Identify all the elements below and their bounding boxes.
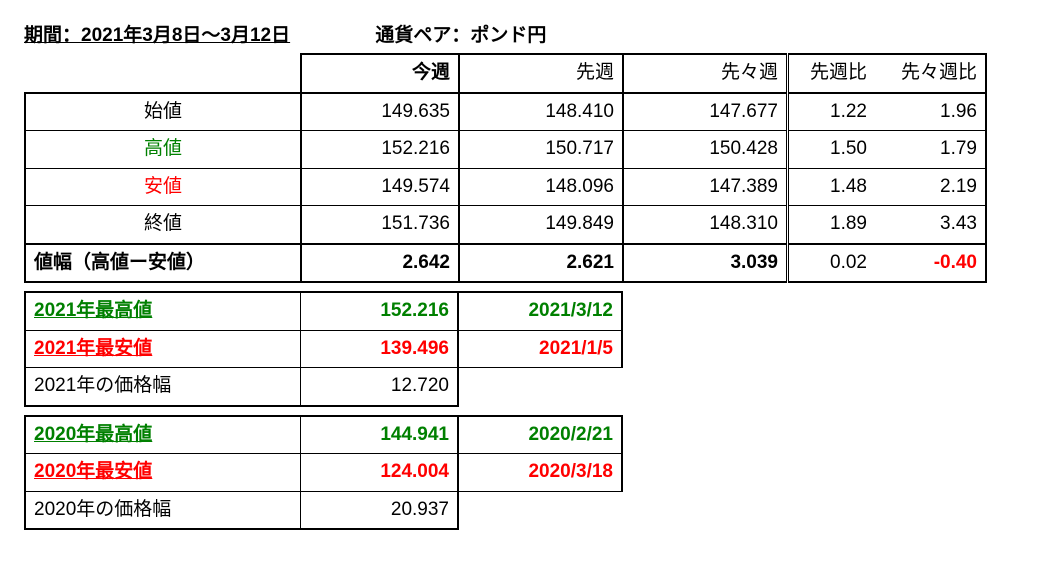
open-diff1: 1.22	[788, 93, 876, 131]
low-weekbefore: 147.389	[623, 168, 788, 206]
high-thisweek: 152.216	[301, 131, 459, 169]
lbl-2020-high: 2020年最高値	[25, 416, 301, 454]
row-2020-width: 2020年の価格幅 20.937	[25, 491, 622, 529]
date-2021-low: 2021/1/5	[458, 330, 622, 368]
lbl-2020-low: 2020年最安値	[25, 454, 301, 492]
title-row: 期間：2021年3月8日～3月12日 通貨ペア：ポンド円	[24, 20, 1026, 47]
rowlabel-close: 終値	[25, 206, 301, 244]
high-diff1: 1.50	[788, 131, 876, 169]
high-weekbefore: 150.428	[623, 131, 788, 169]
low-diff1: 1.48	[788, 168, 876, 206]
val-2020-low: 124.004	[301, 454, 459, 492]
range-label: 値幅（高値ー安値）	[25, 244, 301, 283]
range-thisweek: 2.642	[301, 244, 459, 283]
open-weekbefore: 147.677	[623, 93, 788, 131]
val-2020-width: 20.937	[301, 491, 459, 529]
low-lastweek: 148.096	[459, 168, 623, 206]
row-2021-low: 2021年最安値 139.496 2021/1/5	[25, 330, 622, 368]
lbl-2021-high: 2021年最高値	[25, 292, 301, 330]
row-low: 安値 149.574 148.096 147.389 1.48 2.19	[25, 168, 986, 206]
title-pair: 通貨ペア：ポンド円	[375, 25, 546, 46]
close-weekbefore: 148.310	[623, 206, 788, 244]
open-lastweek: 148.410	[459, 93, 623, 131]
summary-2020: 2020年最高値 144.941 2020/2/21 2020年最安値 124.…	[24, 415, 623, 531]
lbl-2021-width: 2021年の価格幅	[25, 368, 301, 406]
title-period: 期間：2021年3月8日～3月12日	[24, 25, 290, 46]
val-2021-width: 12.720	[301, 368, 459, 406]
lbl-2021-low: 2021年最安値	[25, 330, 301, 368]
low-diff2: 2.19	[875, 168, 986, 206]
row-close: 終値 151.736 149.849 148.310 1.89 3.43	[25, 206, 986, 244]
rowlabel-high: 高値	[25, 131, 301, 169]
close-lastweek: 149.849	[459, 206, 623, 244]
range-diff1: 0.02	[788, 244, 876, 283]
close-diff2: 3.43	[875, 206, 986, 244]
open-thisweek: 149.635	[301, 93, 459, 131]
date-2020-low: 2020/3/18	[458, 454, 622, 492]
row-2020-low: 2020年最安値 124.004 2020/3/18	[25, 454, 622, 492]
header-blank	[25, 54, 301, 93]
header-diff1: 先週比	[788, 54, 876, 93]
low-thisweek: 149.574	[301, 168, 459, 206]
header-diff2: 先々週比	[875, 54, 986, 93]
high-lastweek: 150.717	[459, 131, 623, 169]
val-2021-high: 152.216	[301, 292, 459, 330]
summary-2021: 2021年最高値 152.216 2021/3/12 2021年最安値 139.…	[24, 291, 623, 407]
date-2020-high: 2020/2/21	[458, 416, 622, 454]
blank-2021-width	[458, 368, 622, 406]
rowlabel-open: 始値	[25, 93, 301, 131]
val-2020-high: 144.941	[301, 416, 459, 454]
row-2020-high: 2020年最高値 144.941 2020/2/21	[25, 416, 622, 454]
close-diff1: 1.89	[788, 206, 876, 244]
main-table: 今週 先週 先々週 先週比 先々週比 始値 149.635 148.410 14…	[24, 53, 987, 283]
row-high: 高値 152.216 150.717 150.428 1.50 1.79	[25, 131, 986, 169]
range-weekbefore: 3.039	[623, 244, 788, 283]
range-diff2: -0.40	[875, 244, 986, 283]
header-thisweek: 今週	[301, 54, 459, 93]
row-2021-high: 2021年最高値 152.216 2021/3/12	[25, 292, 622, 330]
blank-2020-width	[458, 491, 622, 529]
header-weekbefore: 先々週	[623, 54, 788, 93]
val-2021-low: 139.496	[301, 330, 459, 368]
header-lastweek: 先週	[459, 54, 623, 93]
high-diff2: 1.79	[875, 131, 986, 169]
range-lastweek: 2.621	[459, 244, 623, 283]
row-open: 始値 149.635 148.410 147.677 1.22 1.96	[25, 93, 986, 131]
date-2021-high: 2021/3/12	[458, 292, 622, 330]
rowlabel-low: 安値	[25, 168, 301, 206]
close-thisweek: 151.736	[301, 206, 459, 244]
row-2021-width: 2021年の価格幅 12.720	[25, 368, 622, 406]
lbl-2020-width: 2020年の価格幅	[25, 491, 301, 529]
main-body: 始値 149.635 148.410 147.677 1.22 1.96 高値 …	[25, 93, 986, 244]
row-range: 値幅（高値ー安値） 2.642 2.621 3.039 0.02 -0.40	[25, 244, 986, 283]
open-diff2: 1.96	[875, 93, 986, 131]
